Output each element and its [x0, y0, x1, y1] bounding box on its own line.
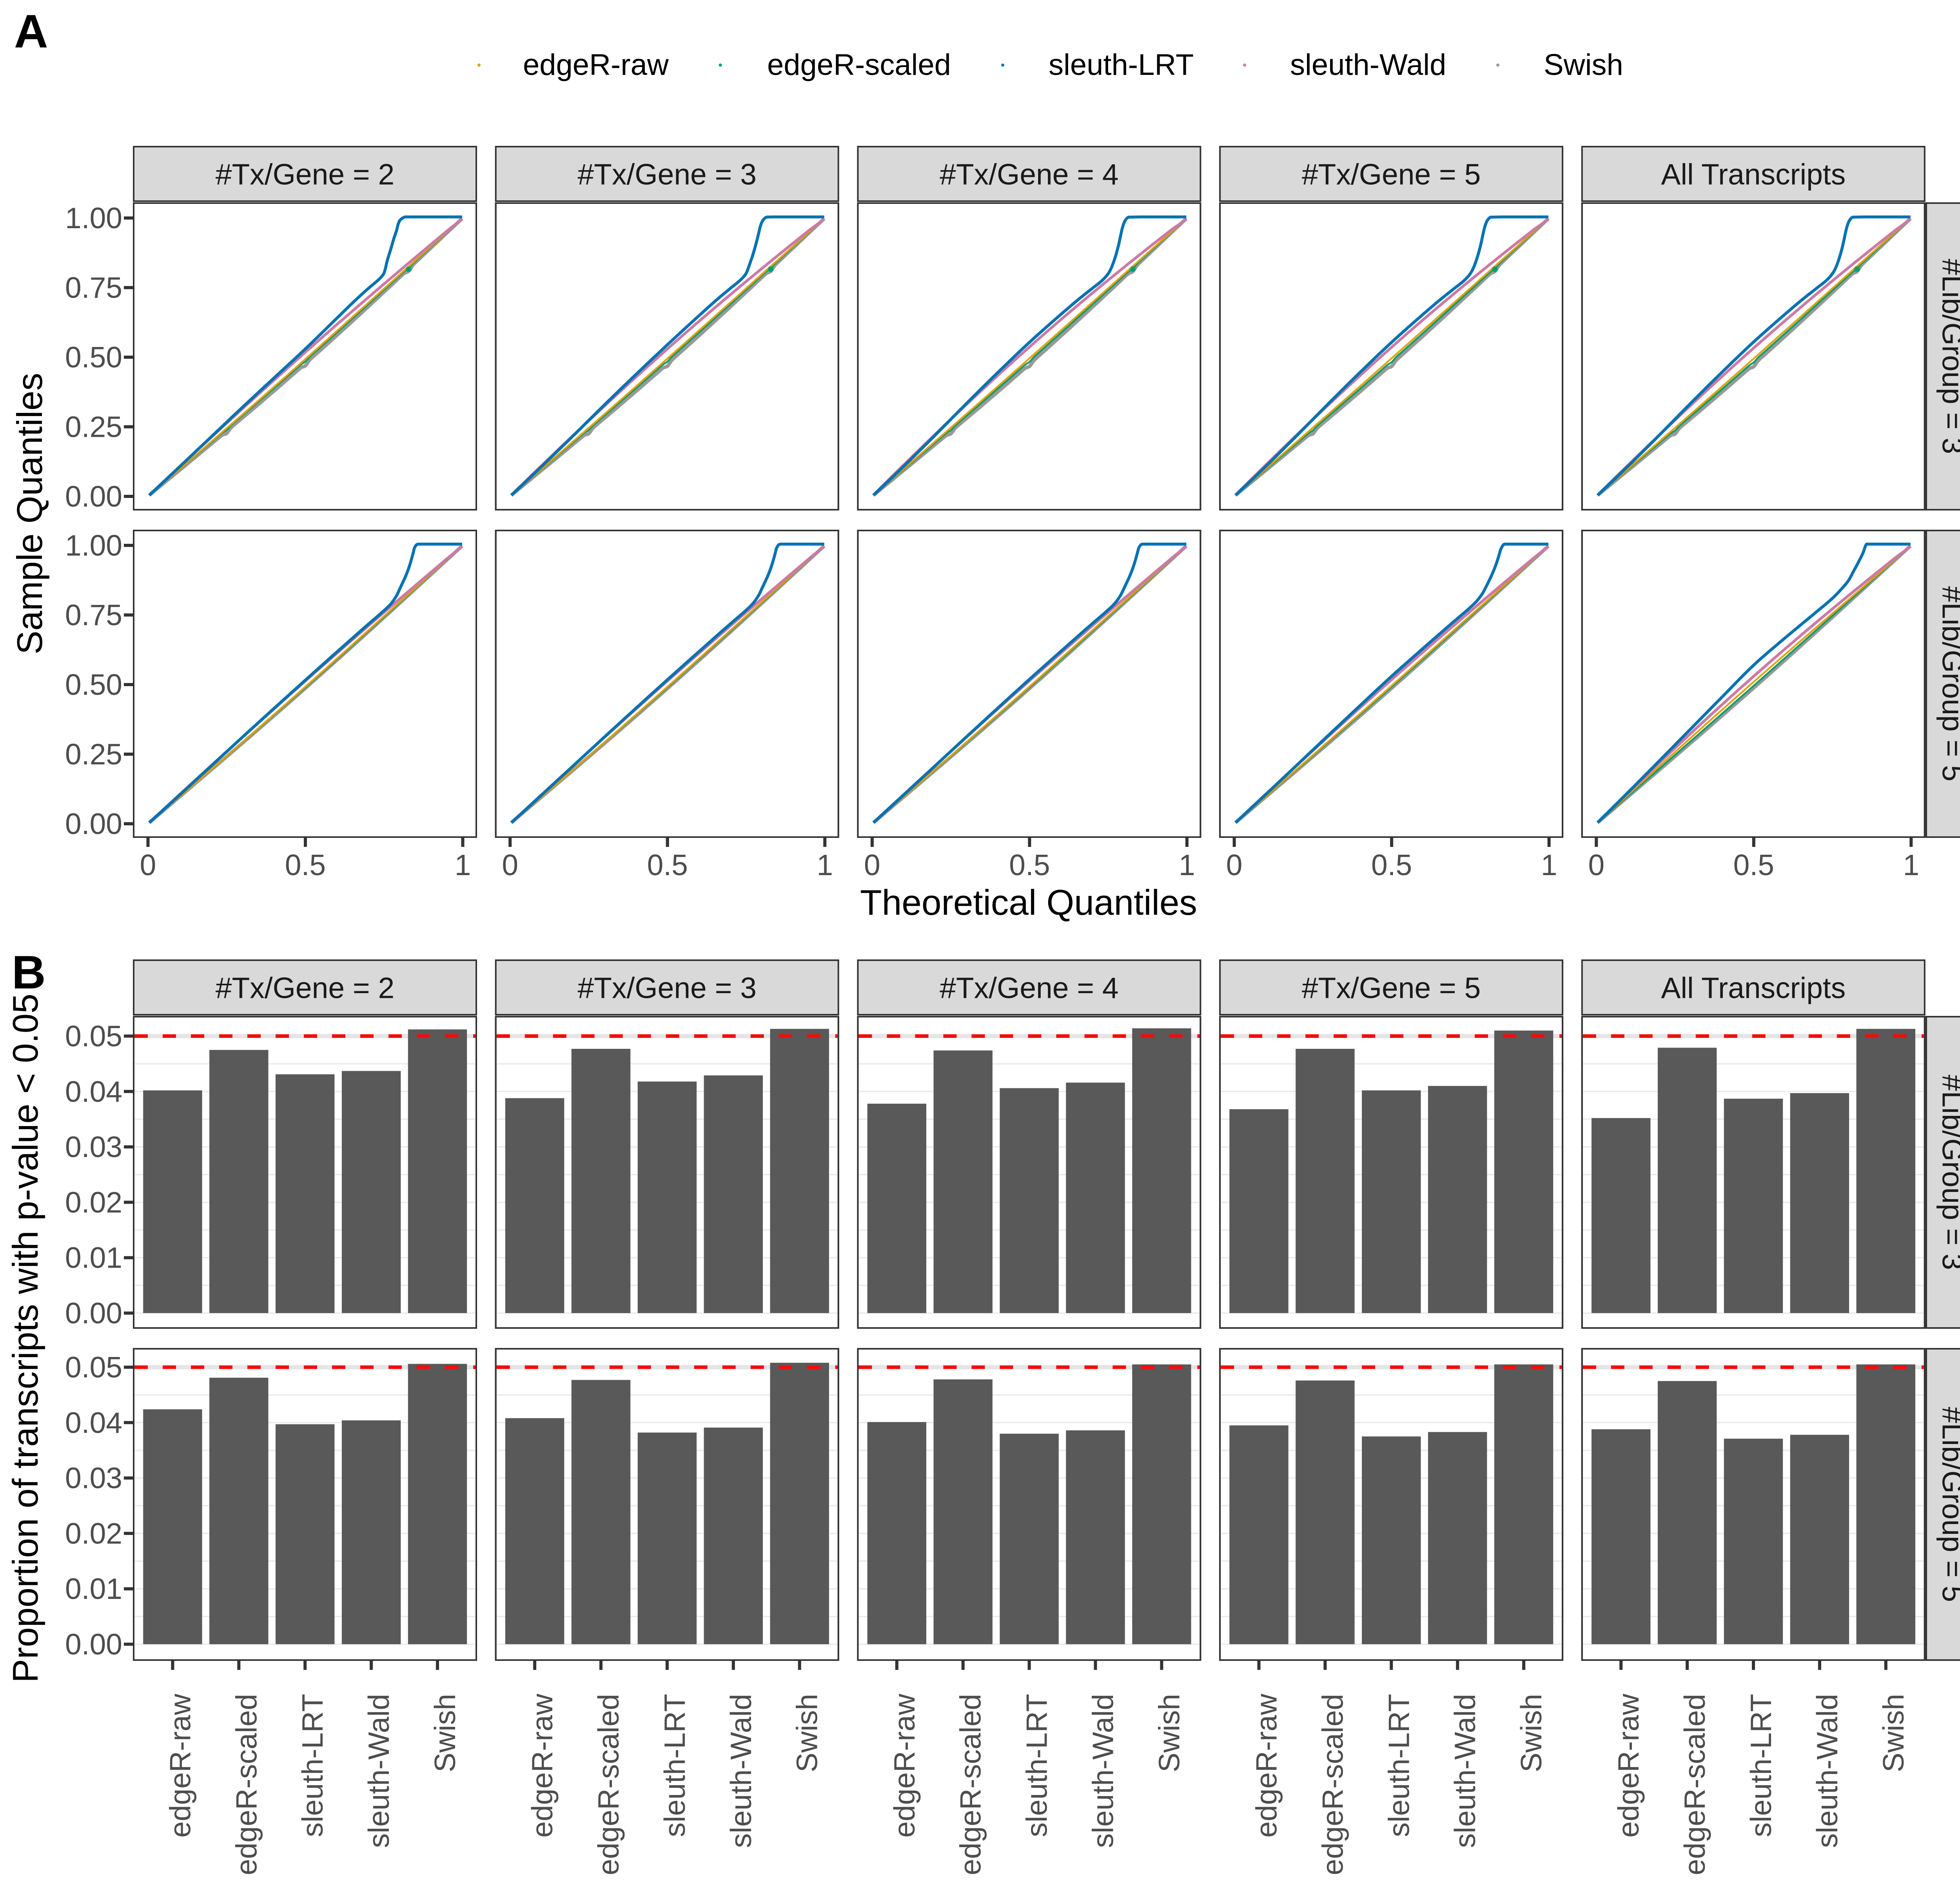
svg-text:1: 1 [1179, 848, 1195, 881]
svg-text:edgeR-scaled: edgeR-scaled [1316, 1694, 1349, 1875]
svg-text:0.5: 0.5 [647, 848, 688, 881]
svg-text:1.00: 1.00 [65, 529, 122, 562]
svg-text:sleuth-LRT: sleuth-LRT [1049, 48, 1194, 82]
svg-text:sleuth-Wald: sleuth-Wald [1448, 1694, 1481, 1848]
svg-text:1.00: 1.00 [65, 202, 122, 234]
svg-text:1: 1 [1541, 848, 1557, 881]
svg-text:edgeR-scaled: edgeR-scaled [954, 1694, 987, 1875]
svg-text:0.03: 0.03 [65, 1462, 122, 1495]
svg-text:0.00: 0.00 [65, 807, 122, 840]
svg-text:B: B [12, 946, 46, 999]
svg-text:sleuth-Wald: sleuth-Wald [1811, 1694, 1844, 1848]
svg-text:edgeR-raw: edgeR-raw [526, 1693, 559, 1838]
svg-text:0.03: 0.03 [65, 1130, 122, 1163]
svg-text:sleuth-Wald: sleuth-Wald [1087, 1694, 1120, 1848]
svg-text:0.04: 0.04 [65, 1075, 122, 1108]
svg-text:0.50: 0.50 [65, 341, 122, 374]
svg-text:0.05: 0.05 [65, 1351, 122, 1384]
svg-text:0.50: 0.50 [65, 668, 122, 701]
svg-text:edgeR-scaled: edgeR-scaled [1678, 1694, 1711, 1875]
svg-text:0: 0 [1226, 848, 1243, 881]
svg-text:0.75: 0.75 [65, 271, 122, 304]
svg-text:edgeR-raw: edgeR-raw [1612, 1693, 1645, 1838]
svg-text:sleuth-LRT: sleuth-LRT [1744, 1694, 1777, 1837]
svg-text:#Tx/Gene = 2: #Tx/Gene = 2 [216, 158, 395, 191]
svg-text:0.5: 0.5 [285, 848, 326, 881]
svg-text:1: 1 [817, 848, 833, 881]
svg-text:0.01: 0.01 [65, 1572, 122, 1605]
svg-text:#Tx/Gene = 4: #Tx/Gene = 4 [940, 158, 1119, 191]
svg-text:#Tx/Gene = 2: #Tx/Gene = 2 [216, 972, 395, 1005]
svg-text:0.00: 0.00 [65, 480, 122, 513]
svg-text:0.05: 0.05 [65, 1020, 122, 1053]
svg-text:0.25: 0.25 [65, 738, 122, 771]
svg-text:Proportion of transcripts with: Proportion of transcripts with p-value <… [6, 994, 45, 1683]
svg-text:sleuth-LRT: sleuth-LRT [1020, 1694, 1053, 1837]
svg-text:A: A [14, 5, 48, 58]
svg-text:1: 1 [1903, 848, 1919, 881]
svg-text:edgeR-raw: edgeR-raw [1250, 1693, 1283, 1838]
svg-text:sleuth-LRT: sleuth-LRT [658, 1694, 691, 1837]
svg-text:sleuth-LRT: sleuth-LRT [296, 1694, 329, 1837]
svg-text:0: 0 [140, 848, 156, 881]
svg-text:1: 1 [455, 848, 471, 881]
svg-text:#Tx/Gene = 5: #Tx/Gene = 5 [1302, 972, 1481, 1005]
svg-text:Swish: Swish [791, 1694, 824, 1772]
svg-text:Theoretical Quantiles: Theoretical Quantiles [860, 883, 1197, 923]
svg-text:Swish: Swish [1515, 1694, 1548, 1772]
svg-text:0.25: 0.25 [65, 411, 122, 443]
svg-text:0.5: 0.5 [1733, 848, 1774, 881]
svg-text:#Lib/Group = 3: #Lib/Group = 3 [1936, 1075, 1960, 1270]
svg-text:sleuth-Wald: sleuth-Wald [1290, 48, 1446, 82]
svg-text:0.5: 0.5 [1371, 848, 1412, 881]
svg-text:Swish: Swish [1544, 48, 1623, 82]
svg-text:0.02: 0.02 [65, 1186, 122, 1219]
svg-text:0: 0 [864, 848, 880, 881]
svg-text:edgeR-raw: edgeR-raw [523, 48, 669, 82]
svg-text:0.75: 0.75 [65, 599, 122, 632]
svg-text:#Tx/Gene = 5: #Tx/Gene = 5 [1302, 158, 1481, 191]
svg-text:#Tx/Gene = 4: #Tx/Gene = 4 [940, 972, 1119, 1005]
svg-text:sleuth-Wald: sleuth-Wald [724, 1694, 757, 1848]
svg-text:0: 0 [502, 848, 518, 881]
svg-text:#Lib/Group = 3: #Lib/Group = 3 [1936, 259, 1960, 454]
svg-text:All Transcripts: All Transcripts [1661, 158, 1846, 191]
svg-text:0.04: 0.04 [65, 1406, 122, 1439]
svg-text:#Lib/Group = 5: #Lib/Group = 5 [1936, 586, 1960, 781]
svg-text:edgeR-raw: edgeR-raw [888, 1693, 921, 1838]
svg-text:edgeR-raw: edgeR-raw [163, 1693, 196, 1838]
svg-text:Swish: Swish [428, 1694, 461, 1772]
svg-text:sleuth-LRT: sleuth-LRT [1382, 1694, 1415, 1837]
svg-text:sleuth-Wald: sleuth-Wald [362, 1694, 395, 1848]
svg-text:#Lib/Group = 5: #Lib/Group = 5 [1936, 1407, 1960, 1602]
svg-text:0.5: 0.5 [1009, 848, 1050, 881]
svg-text:0.00: 0.00 [65, 1297, 122, 1330]
svg-text:Swish: Swish [1877, 1694, 1910, 1772]
svg-text:0.00: 0.00 [65, 1628, 122, 1661]
svg-text:#Tx/Gene = 3: #Tx/Gene = 3 [577, 158, 757, 191]
svg-text:0.01: 0.01 [65, 1241, 122, 1274]
svg-text:All Transcripts: All Transcripts [1661, 972, 1846, 1005]
svg-text:edgeR-scaled: edgeR-scaled [767, 48, 951, 82]
svg-text:edgeR-scaled: edgeR-scaled [592, 1694, 625, 1875]
svg-text:0.02: 0.02 [65, 1517, 122, 1550]
svg-text:0: 0 [1588, 848, 1604, 881]
svg-text:#Tx/Gene = 3: #Tx/Gene = 3 [577, 972, 757, 1005]
svg-text:Swish: Swish [1152, 1694, 1185, 1772]
svg-text:Sample Quantiles: Sample Quantiles [10, 373, 50, 654]
svg-text:edgeR-scaled: edgeR-scaled [230, 1694, 263, 1875]
